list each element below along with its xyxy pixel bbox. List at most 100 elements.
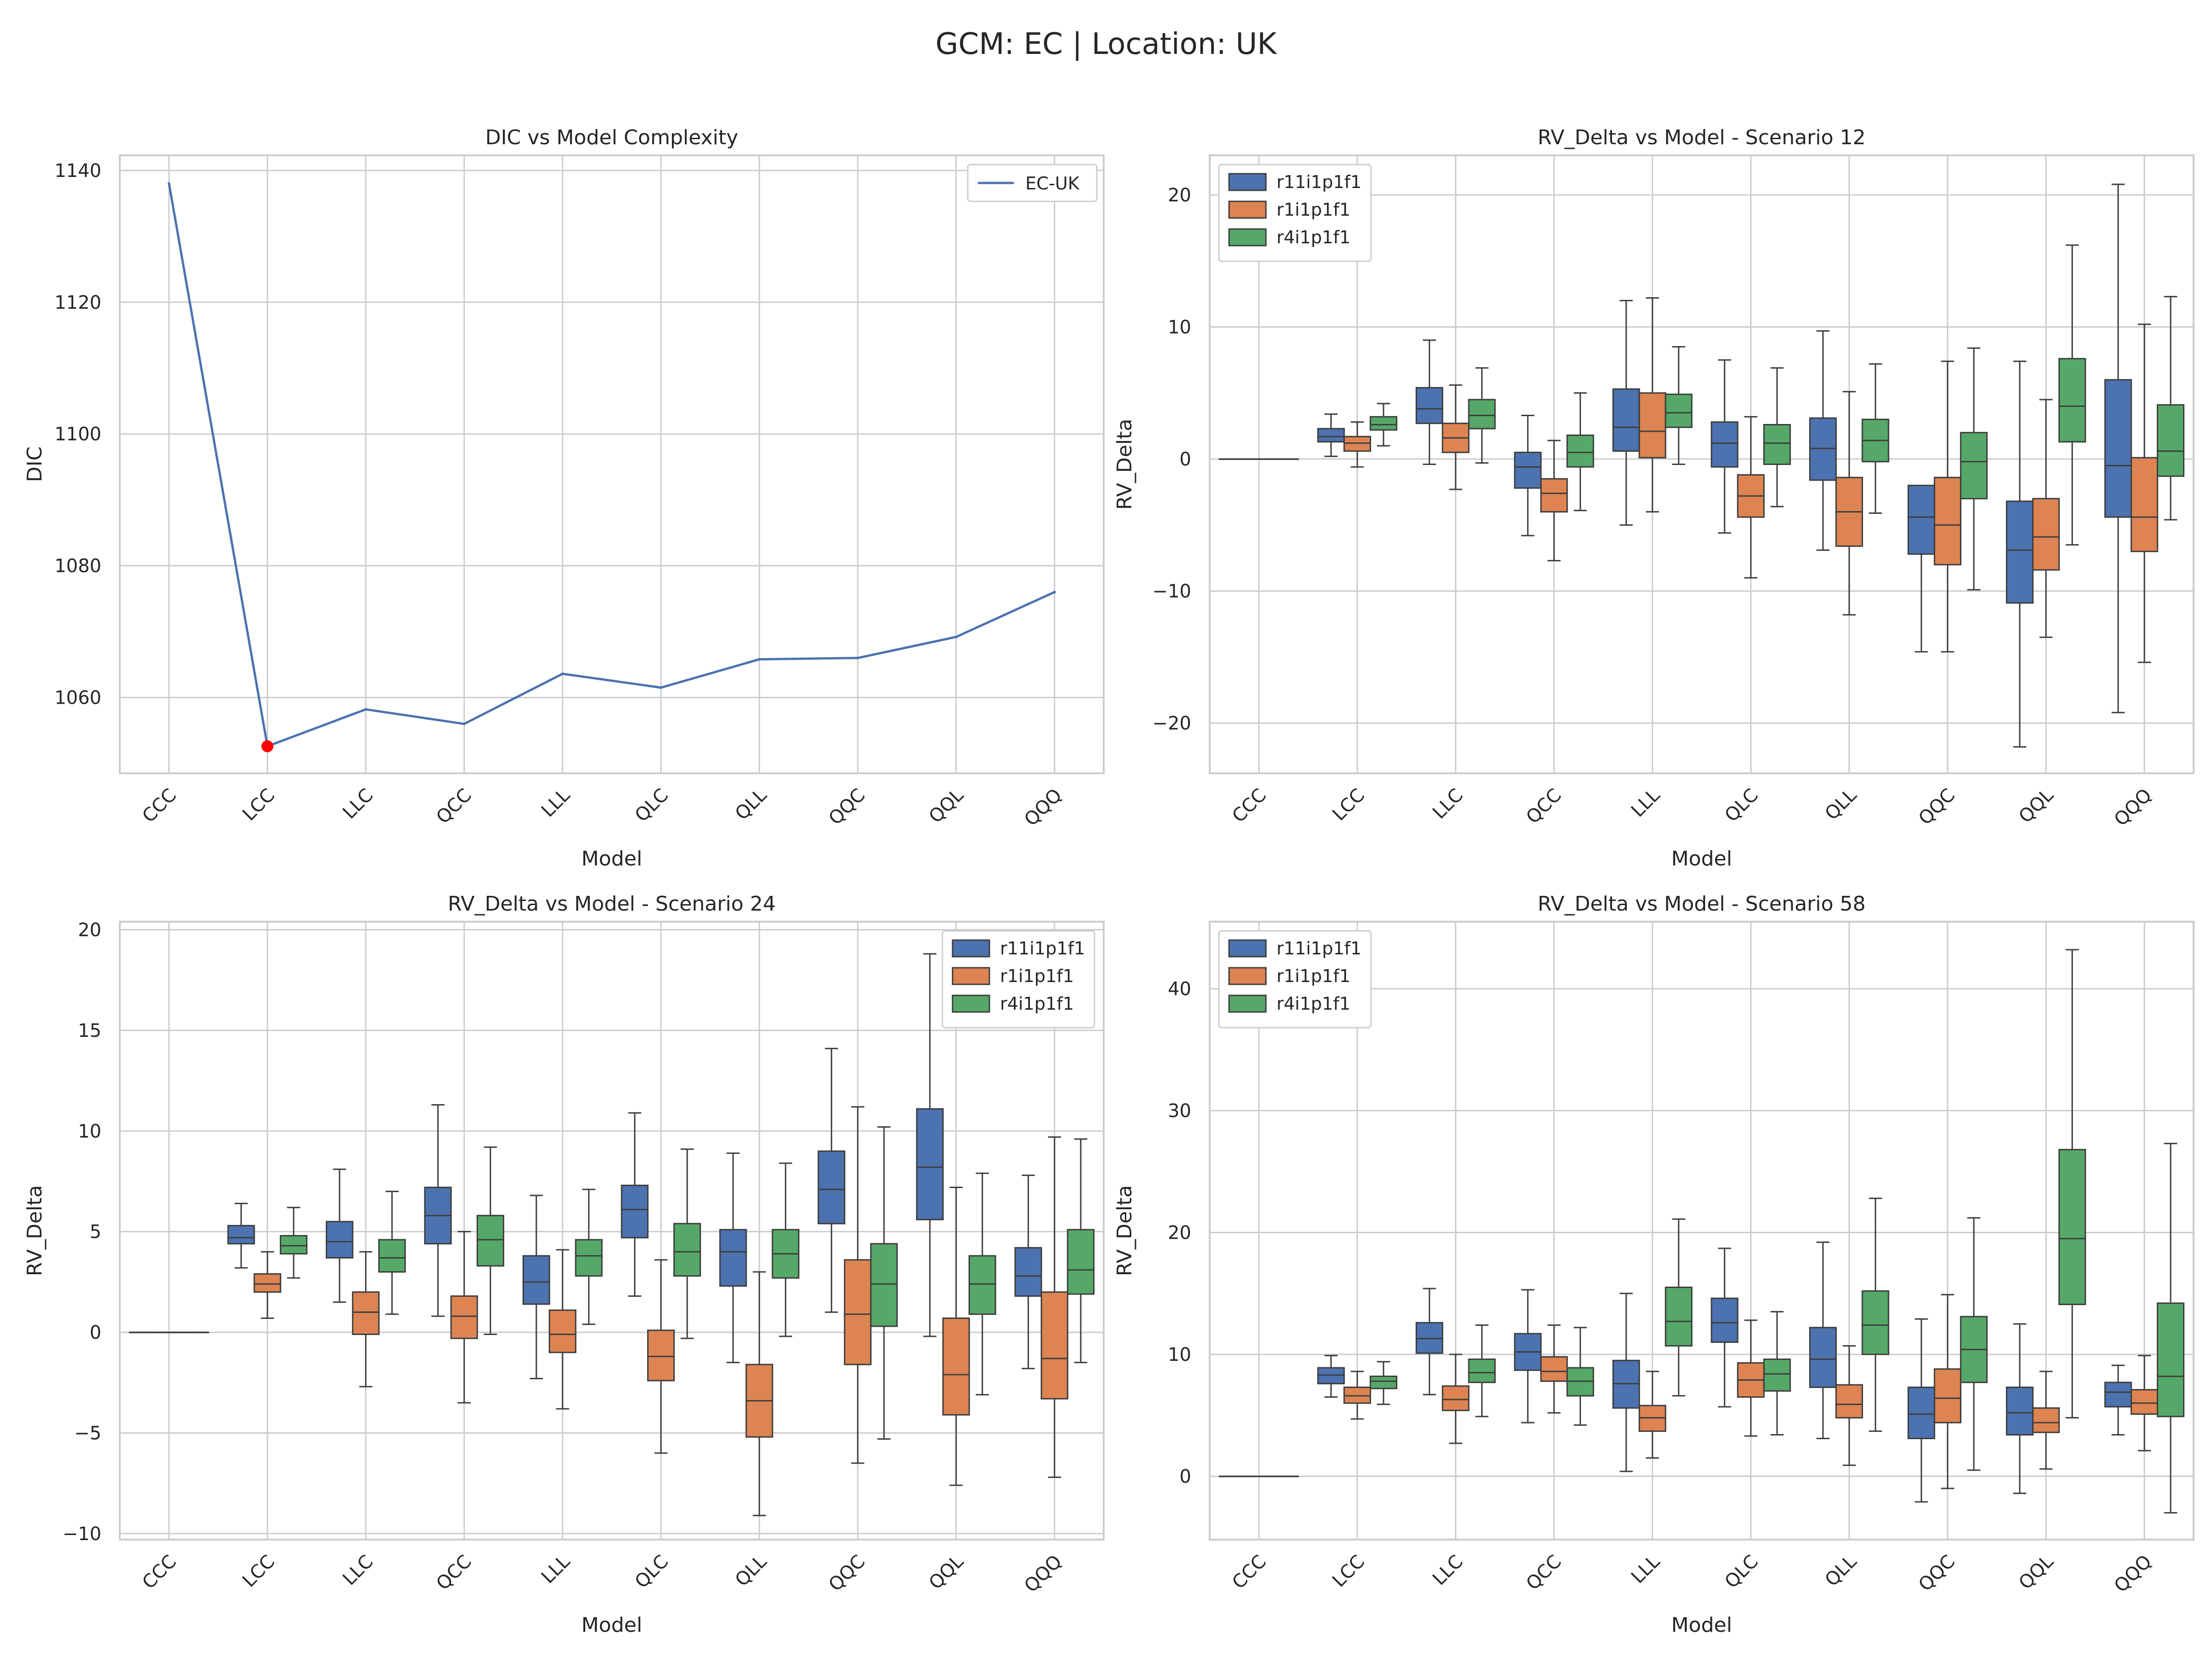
- box-r11i1p1f1-QCC: [1514, 1289, 1542, 1424]
- x-tick-label: LLL: [1627, 1551, 1664, 1588]
- box-r4i1p1f1-LLC: [1468, 367, 1496, 464]
- x-tick-label: LLC: [1429, 785, 1467, 824]
- box-r11i1p1f1-LLL: [1612, 300, 1640, 526]
- box-r1i1p1f1-QCC: [1540, 440, 1568, 562]
- box-iqr: [1566, 434, 1594, 468]
- x-tick-label: LCC: [239, 1551, 279, 1592]
- box-iqr: [647, 1330, 675, 1382]
- x-tick-label: QLC: [631, 785, 672, 826]
- box-r11i1p1f1-QQQ: [1014, 1174, 1042, 1370]
- x-tick-label: QCC: [1522, 1551, 1565, 1594]
- box-r4i1p1f1-QLL: [1861, 1197, 1889, 1432]
- box-iqr: [2032, 498, 2060, 571]
- axes-frame: [1209, 921, 2194, 1541]
- box-r1i1p1f1-LLL: [1638, 1371, 1666, 1459]
- box-iqr: [352, 1291, 380, 1335]
- dic-point-QLC: [659, 686, 663, 689]
- box-r11i1p1f1-QLL: [1809, 1241, 1837, 1439]
- axes-frame: [119, 154, 1105, 774]
- box-r1i1p1f1-LLC: [1441, 1353, 1470, 1444]
- x-tick-label: QLL: [731, 1551, 771, 1591]
- box-r1i1p1f1-QQC: [1934, 360, 1962, 653]
- y-tick-label: 1060: [54, 688, 101, 709]
- box-r1i1p1f1-QLC: [1737, 1319, 1765, 1437]
- box-r4i1p1f1-LLL: [575, 1188, 603, 1325]
- box-r11i1p1f1-QLC: [1711, 359, 1739, 534]
- legend-label: EC-UK: [1025, 173, 1080, 194]
- box-iqr: [1934, 477, 1962, 565]
- y-axis-label: DIC: [23, 447, 47, 482]
- legend-label: r4i1p1f1: [1277, 227, 1350, 247]
- x-axis-label: Model: [1671, 847, 1732, 871]
- box-iqr: [1441, 1385, 1470, 1412]
- legend-label: r1i1p1f1: [1277, 966, 1350, 986]
- box-r11i1p1f1-CCC: [1218, 1475, 1247, 1477]
- box-r1i1p1f1-CCC: [155, 1331, 183, 1334]
- x-tick-label: LLL: [537, 1551, 574, 1588]
- box-iqr: [1370, 416, 1398, 431]
- box-iqr: [253, 1273, 282, 1293]
- box-iqr: [1468, 1359, 1496, 1383]
- box-r11i1p1f1-QCC: [424, 1104, 452, 1317]
- box-iqr: [280, 1235, 308, 1255]
- x-tick-label: QQQ: [1020, 785, 1066, 830]
- box-r11i1p1f1-LLC: [1415, 339, 1443, 465]
- y-tick-label: 20: [1168, 1222, 1191, 1243]
- x-tick-label: CCC: [1228, 785, 1271, 827]
- box-r4i1p1f1-QLC: [1763, 367, 1791, 507]
- box-r1i1p1f1-QQC: [844, 1106, 872, 1464]
- x-tick-label: QQC: [1915, 1551, 1959, 1596]
- box-r4i1p1f1-LCC: [1370, 403, 1398, 447]
- box-r4i1p1f1-QLL: [771, 1162, 800, 1337]
- box-r1i1p1f1-QQQ: [1041, 1136, 1069, 1478]
- box-iqr: [227, 1225, 255, 1245]
- box-iqr: [2104, 1382, 2132, 1408]
- box-iqr: [1370, 1376, 1398, 1389]
- dic-point-QQL: [954, 635, 958, 639]
- box-iqr: [2032, 1407, 2060, 1433]
- legend-swatch-r1i1p1f1: [952, 967, 990, 985]
- legend-label: r4i1p1f1: [1277, 994, 1350, 1014]
- box-iqr: [378, 1239, 406, 1273]
- box-r4i1p1f1-LLC: [1468, 1324, 1496, 1418]
- box-r4i1p1f1-LLC: [378, 1190, 406, 1315]
- y-tick-label: −10: [1153, 581, 1191, 602]
- box-r1i1p1f1-QLL: [745, 1271, 773, 1517]
- x-tick-label: LCC: [1329, 785, 1369, 825]
- box-r1i1p1f1-LLC: [1441, 384, 1470, 490]
- dic-point-QCC: [463, 722, 466, 725]
- box-r11i1p1f1-LCC: [227, 1203, 255, 1269]
- box-iqr: [1540, 478, 1568, 513]
- axes-frame: [119, 921, 1105, 1541]
- y-tick-label: 1120: [54, 292, 101, 313]
- box-r1i1p1f1-QLC: [1737, 416, 1765, 579]
- chart-title: DIC vs Model Complexity: [485, 126, 738, 149]
- box-r4i1p1f1-QQQ: [2157, 296, 2185, 521]
- box-iqr: [942, 1318, 970, 1416]
- box-r4i1p1f1-CCC: [181, 1331, 209, 1334]
- box-r1i1p1f1-QLL: [1835, 391, 1863, 616]
- y-tick-label: 20: [1168, 185, 1191, 206]
- y-tick-label: 30: [1168, 1100, 1191, 1122]
- box-r11i1p1f1-QLL: [719, 1152, 747, 1364]
- box-r11i1p1f1-LCC: [1317, 413, 1345, 457]
- y-tick-label: 10: [1168, 1344, 1191, 1365]
- box-r4i1p1f1-QQL: [2058, 949, 2086, 1419]
- x-tick-label: LLC: [339, 1551, 377, 1590]
- box-r1i1p1f1-QQL: [942, 1187, 970, 1486]
- box-iqr: [1540, 1356, 1568, 1382]
- box-iqr: [1067, 1229, 1095, 1295]
- x-tick-label: QQC: [1915, 785, 1959, 830]
- legend-label: r1i1p1f1: [1000, 966, 1074, 986]
- x-tick-label: QQC: [825, 785, 870, 830]
- box-iqr: [477, 1215, 505, 1267]
- x-tick-label: QQC: [825, 1551, 870, 1596]
- box-iqr: [1665, 394, 1693, 428]
- box-iqr: [1711, 421, 1739, 468]
- legend-box: [967, 164, 1098, 202]
- x-axis-label: Model: [581, 1613, 642, 1637]
- box-iqr: [621, 1184, 649, 1239]
- box-r1i1p1f1-LCC: [253, 1251, 282, 1319]
- box-r1i1p1f1-LLL: [1638, 297, 1666, 513]
